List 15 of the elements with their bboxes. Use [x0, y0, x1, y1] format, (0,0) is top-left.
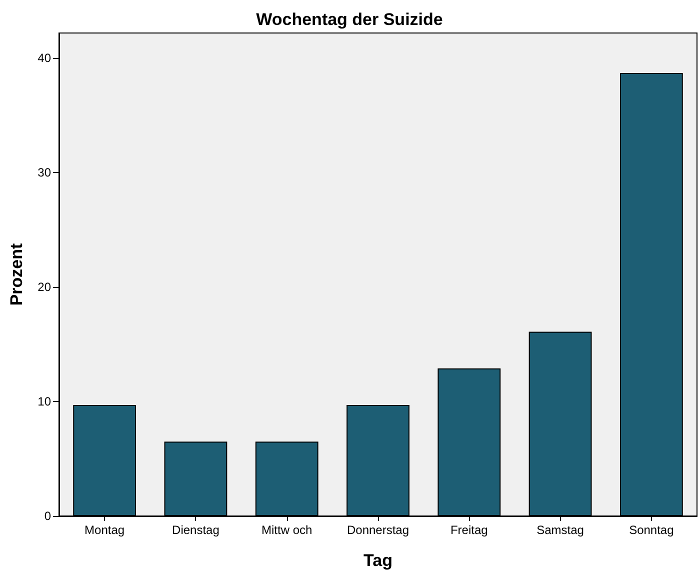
y-tick-label: 10	[38, 394, 52, 409]
x-tick-label: Sonntag	[629, 523, 674, 537]
x-tick-label: Donnerstag	[346, 523, 410, 537]
x-axis-title: Tag	[364, 551, 392, 570]
y-tick-label: 30	[38, 166, 52, 180]
y-tick-label: 0	[44, 509, 52, 523]
y-tick-label: 40	[38, 51, 52, 66]
y-tick-label: 20	[38, 280, 52, 294]
x-tick-label: Montag	[84, 523, 125, 537]
chart-title: Wochentag der Suizide	[256, 10, 443, 29]
x-tick-label: Dienstag	[172, 523, 220, 537]
x-tick-label: Freitag	[450, 523, 488, 537]
x-tick-label: Samstag	[536, 523, 584, 537]
y-axis-title: Prozent	[7, 242, 26, 306]
x-tick-label: Mittw och	[262, 523, 312, 537]
